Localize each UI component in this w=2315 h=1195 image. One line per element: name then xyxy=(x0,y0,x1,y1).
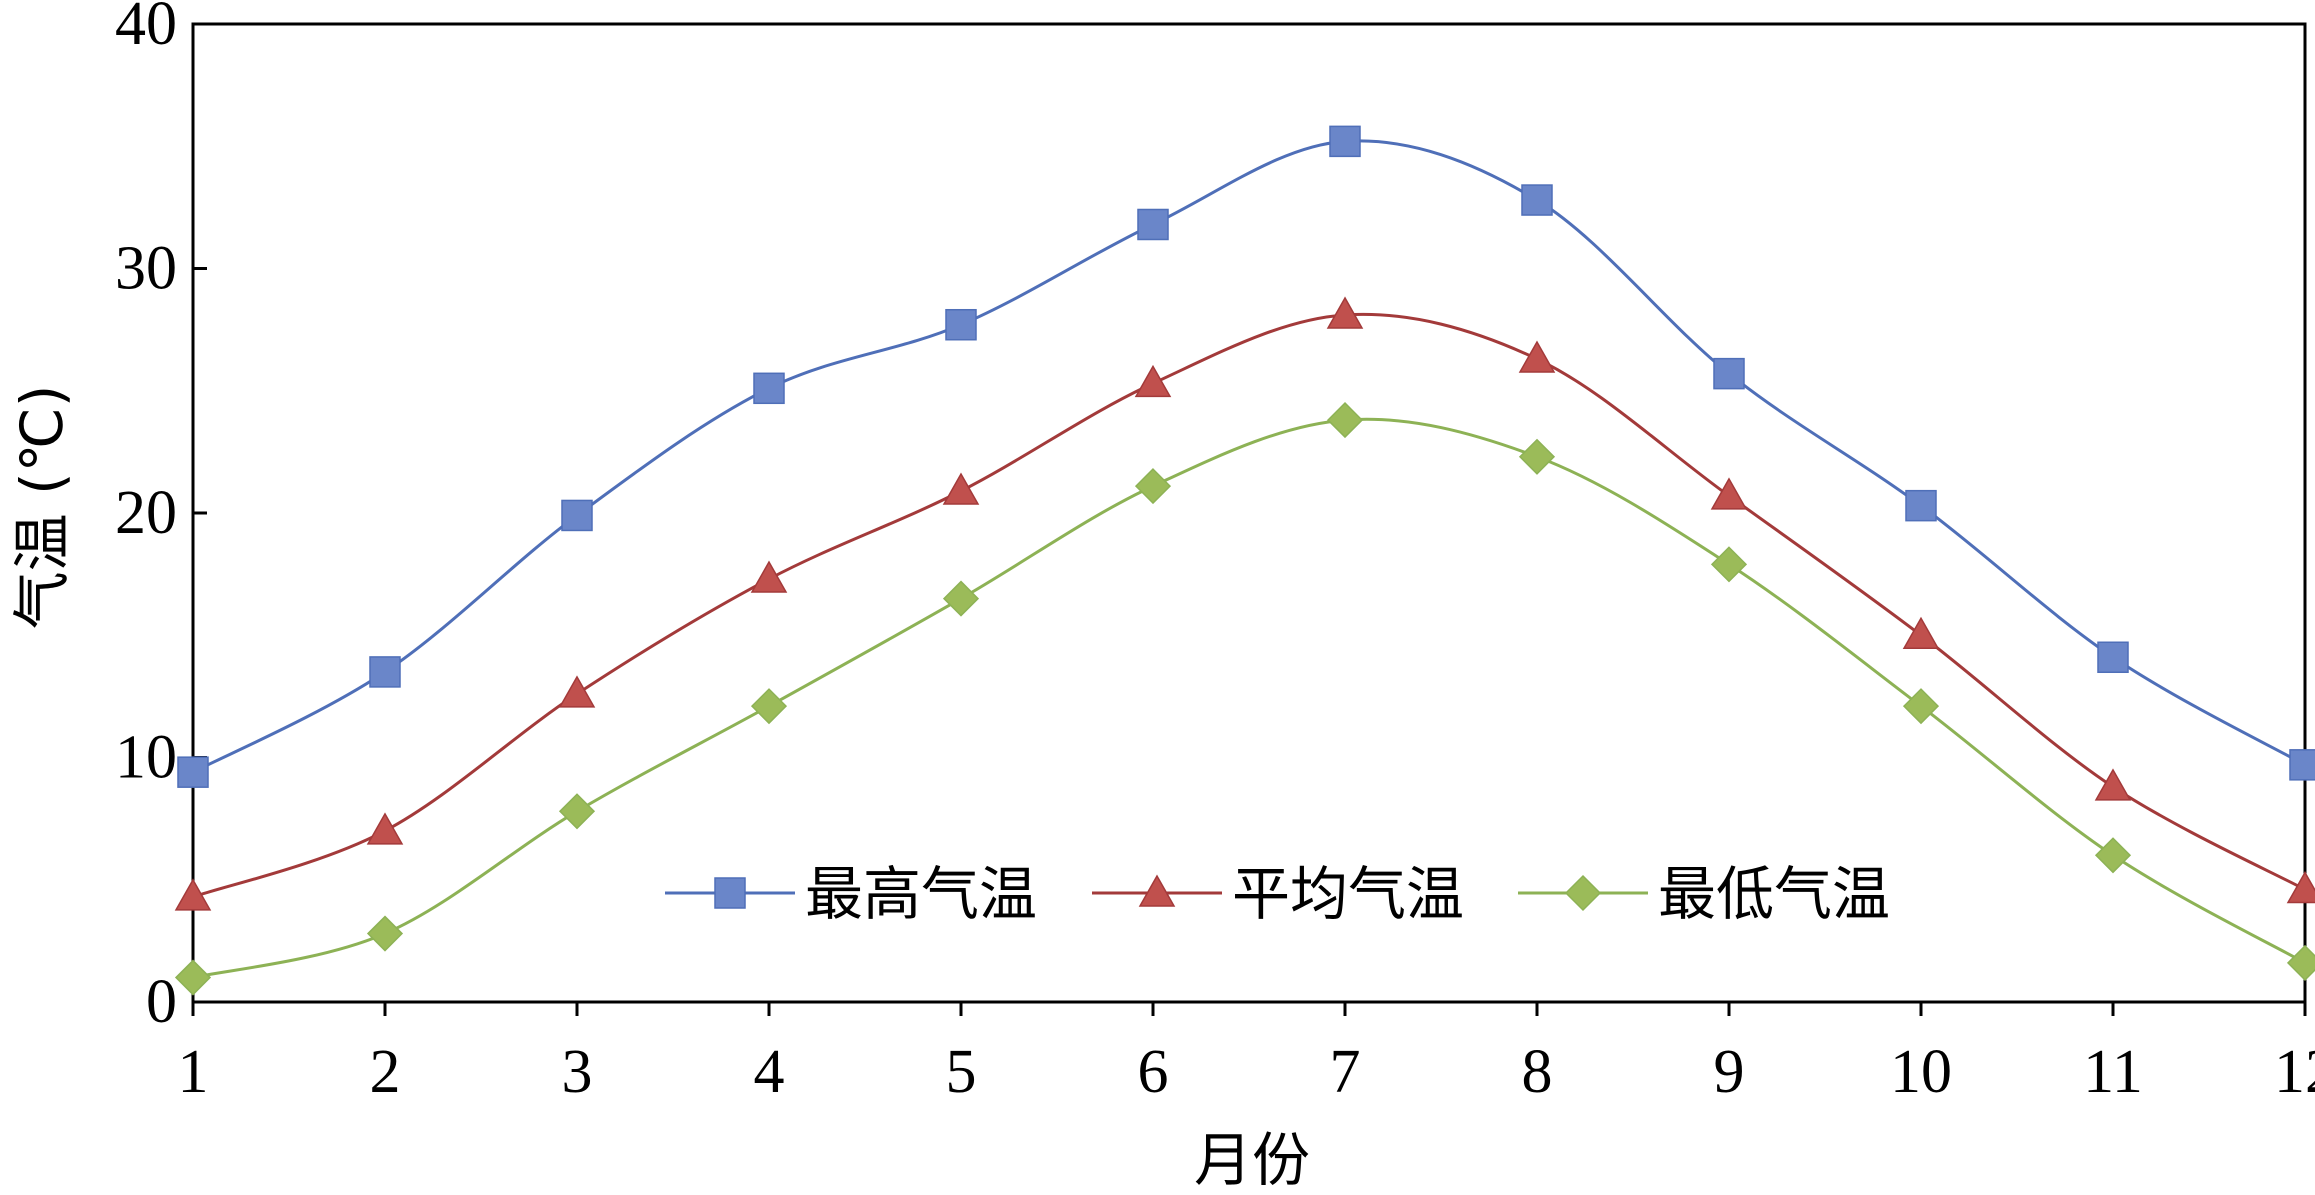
data-point xyxy=(366,915,404,952)
data-point xyxy=(1134,468,1172,505)
data-point xyxy=(1710,477,1748,510)
y-tick-label: 30 xyxy=(115,235,177,303)
x-tick-label: 7 xyxy=(1330,1038,1361,1106)
x-tick-label: 11 xyxy=(2083,1038,2143,1106)
y-tick-label: 10 xyxy=(115,724,177,792)
data-point xyxy=(1326,296,1364,329)
x-tick-label: 6 xyxy=(1138,1038,1169,1106)
series-line xyxy=(192,417,2306,980)
data-point xyxy=(2289,749,2315,781)
legend-item-2: 平均气温 xyxy=(1092,860,1464,928)
data-point xyxy=(174,878,212,911)
data-point xyxy=(942,580,980,617)
x-tick-label: 2 xyxy=(370,1038,401,1106)
series-layer xyxy=(174,125,2315,996)
data-point xyxy=(558,793,596,830)
data-point xyxy=(2097,641,2129,674)
data-point xyxy=(1326,402,1364,439)
data-point xyxy=(750,560,788,593)
data-point xyxy=(1902,688,1940,725)
x-tick-label: 5 xyxy=(946,1038,977,1106)
data-point xyxy=(750,688,788,725)
data-point xyxy=(177,756,209,788)
data-point xyxy=(2286,944,2315,981)
data-point xyxy=(942,472,980,505)
legend: 最高气温 平均气温 最低气温 xyxy=(665,860,1890,928)
legend-label: 平均气温 xyxy=(1232,860,1464,928)
data-point xyxy=(174,959,212,996)
series-2 xyxy=(174,296,2315,911)
legend-marker xyxy=(714,877,746,909)
y-axis-title: 气温 (℃) xyxy=(8,385,76,630)
legend-item-3: 最低气温 xyxy=(1518,860,1890,928)
data-point xyxy=(1521,184,1553,216)
data-point xyxy=(561,499,593,532)
x-axis-title: 月份 xyxy=(1194,1126,1310,1194)
data-point xyxy=(558,675,596,708)
y-tick-label: 0 xyxy=(146,968,177,1036)
data-point xyxy=(2094,768,2132,801)
data-point xyxy=(366,812,404,845)
x-tick-label: 12 xyxy=(2274,1038,2315,1106)
axes-layer: 010203040123456789101112 xyxy=(115,0,2315,1106)
data-point xyxy=(1134,364,1172,398)
data-point xyxy=(2286,871,2315,904)
x-tick-label: 1 xyxy=(178,1038,209,1106)
data-point xyxy=(369,656,401,688)
data-point xyxy=(1137,208,1169,241)
data-point xyxy=(1518,438,1556,475)
x-tick-label: 10 xyxy=(1890,1038,1952,1106)
legend-marker xyxy=(1564,874,1602,912)
legend-item-1: 最高气温 xyxy=(665,860,1037,928)
data-point xyxy=(1713,357,1745,390)
data-point xyxy=(945,308,977,341)
x-tick-label: 4 xyxy=(754,1038,785,1106)
data-point xyxy=(1902,616,1940,649)
data-point xyxy=(1518,340,1556,373)
y-tick-label: 40 xyxy=(115,0,177,58)
series-line xyxy=(192,312,2306,899)
data-point xyxy=(1710,546,1748,583)
legend-label: 最低气温 xyxy=(1658,860,1890,928)
legend-marker xyxy=(1138,874,1176,907)
series-3 xyxy=(174,402,2315,996)
y-tick-label: 20 xyxy=(115,479,177,547)
data-point xyxy=(2094,837,2132,874)
legend-label: 最高气温 xyxy=(805,860,1037,928)
data-point xyxy=(753,372,785,405)
x-tick-label: 8 xyxy=(1522,1038,1553,1106)
data-point xyxy=(1905,489,1937,522)
x-tick-label: 9 xyxy=(1714,1038,1745,1106)
series-1 xyxy=(177,125,2315,788)
series-line xyxy=(192,139,2306,774)
data-point xyxy=(1329,125,1361,158)
x-tick-label: 3 xyxy=(562,1038,593,1106)
